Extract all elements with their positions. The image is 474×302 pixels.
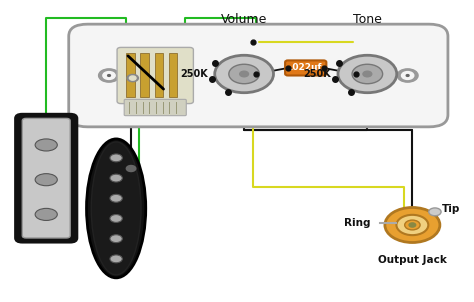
Ellipse shape <box>91 142 141 275</box>
Ellipse shape <box>35 174 57 186</box>
FancyBboxPatch shape <box>124 99 186 116</box>
Circle shape <box>385 207 440 243</box>
Circle shape <box>129 76 136 80</box>
Circle shape <box>110 154 122 162</box>
Circle shape <box>103 72 115 79</box>
Circle shape <box>126 165 136 172</box>
Circle shape <box>99 69 119 82</box>
Text: Ring: Ring <box>344 218 371 229</box>
Text: Tone: Tone <box>353 13 382 26</box>
Circle shape <box>401 72 414 79</box>
Circle shape <box>229 64 259 84</box>
Circle shape <box>405 220 420 230</box>
Circle shape <box>110 194 122 202</box>
Ellipse shape <box>86 139 146 278</box>
Circle shape <box>240 71 248 77</box>
Text: 250K: 250K <box>180 69 208 79</box>
Text: Tip: Tip <box>442 204 461 214</box>
Circle shape <box>397 69 418 82</box>
Circle shape <box>406 75 409 76</box>
Text: Output Jack: Output Jack <box>378 255 447 265</box>
FancyBboxPatch shape <box>22 118 70 238</box>
Circle shape <box>429 208 441 216</box>
Circle shape <box>127 74 138 82</box>
Bar <box>169 53 177 97</box>
Bar <box>140 53 149 97</box>
FancyBboxPatch shape <box>117 47 193 104</box>
Ellipse shape <box>35 208 57 220</box>
FancyBboxPatch shape <box>15 114 77 243</box>
Circle shape <box>110 255 122 263</box>
Circle shape <box>396 215 428 235</box>
Circle shape <box>338 55 397 93</box>
FancyBboxPatch shape <box>285 60 326 76</box>
Circle shape <box>110 214 122 222</box>
Ellipse shape <box>35 139 57 151</box>
Circle shape <box>409 223 416 227</box>
Bar <box>155 53 163 97</box>
Circle shape <box>352 64 383 84</box>
Bar <box>126 53 135 97</box>
Circle shape <box>110 174 122 182</box>
FancyBboxPatch shape <box>69 24 448 127</box>
Circle shape <box>215 55 273 93</box>
Circle shape <box>110 235 122 243</box>
Text: Volume: Volume <box>221 13 267 26</box>
Circle shape <box>363 71 372 77</box>
Text: 250K: 250K <box>303 69 331 79</box>
Circle shape <box>108 75 110 76</box>
Text: .022uf: .022uf <box>290 63 322 72</box>
